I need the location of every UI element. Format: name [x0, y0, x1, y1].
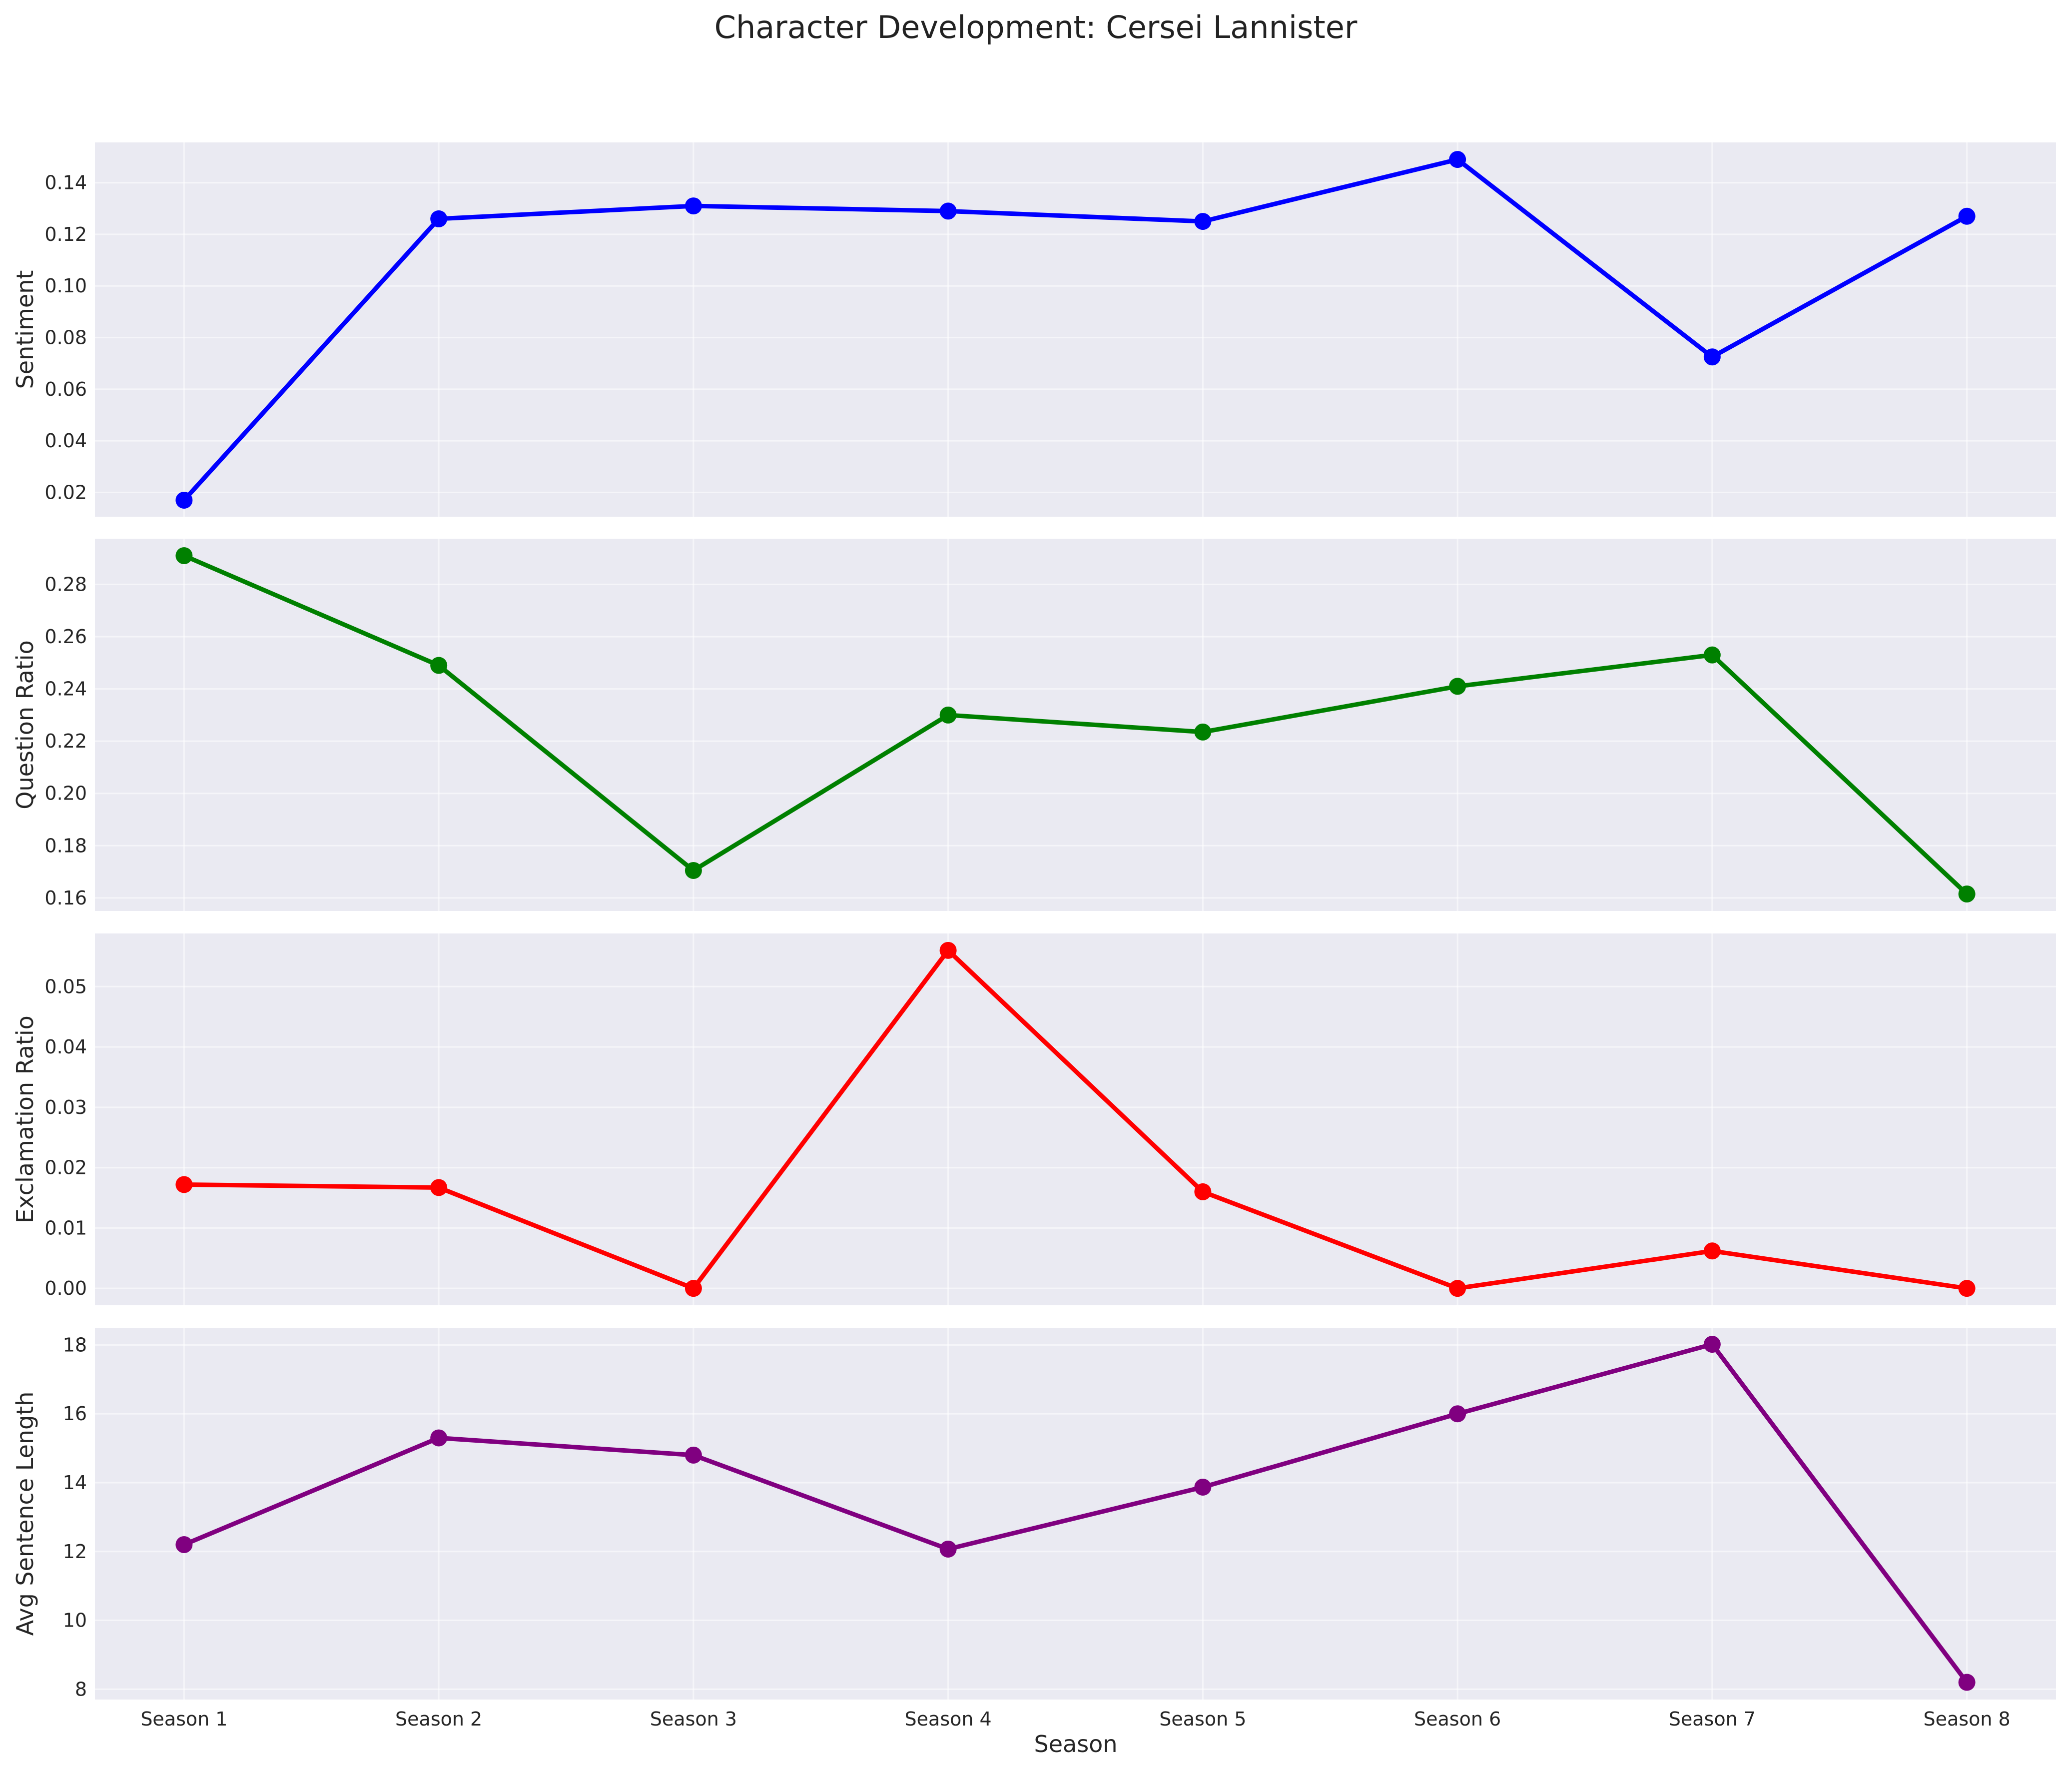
y-tick-label: 0.26 [44, 626, 87, 648]
y-tick-label: 10 [63, 1610, 87, 1632]
x-tick-label: Season 5 [1159, 1708, 1246, 1730]
data-point [175, 1536, 193, 1553]
data-point [430, 1179, 448, 1196]
data-point [939, 1540, 957, 1558]
data-point [430, 210, 448, 227]
y-tick-label: 12 [63, 1541, 87, 1563]
data-point [685, 1280, 702, 1297]
data-point [939, 941, 957, 959]
y-tick-label: 0.08 [44, 327, 87, 349]
series-line-sentiment [181, 157, 1970, 503]
data-point [939, 202, 957, 220]
data-point [1449, 151, 1466, 168]
panel-avg-sentence-length: 8 10 12 14 16 18 Avg Sentence Length [11, 1328, 2056, 1700]
y-tick-label: 0.16 [44, 887, 87, 909]
plot-area [95, 933, 2056, 1305]
data-point [685, 1446, 702, 1464]
y-tick-label: 14 [63, 1472, 87, 1494]
data-point [1958, 886, 1976, 903]
y-tick-label: 8 [75, 1678, 87, 1700]
y-tick-label: 0.18 [44, 835, 87, 857]
x-tick-label: Season 8 [1923, 1708, 2010, 1730]
data-point [1194, 1478, 1212, 1496]
y-tick-label: 0.05 [44, 975, 87, 997]
y-axis-label: Exclamation Ratio [11, 1015, 38, 1223]
y-tick-label: 0.01 [44, 1217, 87, 1239]
y-axis-label: Avg Sentence Length [11, 1392, 38, 1636]
y-axis-label: Question Ratio [11, 640, 38, 809]
data-point [430, 657, 448, 674]
y-tick-label: 16 [63, 1403, 87, 1425]
data-point [1449, 678, 1466, 695]
series-line-question-ratio [181, 553, 1970, 896]
plot-area [95, 142, 2056, 517]
y-tick-label: 0.00 [44, 1277, 87, 1299]
data-point [175, 1176, 193, 1193]
series-line-avg-sentence-length [181, 1342, 1970, 1685]
data-point [1958, 207, 1976, 225]
data-point [685, 862, 702, 879]
panel-exclamation-ratio: 0.00 0.01 0.02 0.03 0.04 0.05 Exclamation Rati… [11, 933, 2056, 1305]
data-point [939, 706, 957, 724]
panels-group: 0.02 0.04 0.06 0.08 0.10 0.12 0.14 Sentiment 0.1… [11, 142, 2056, 1700]
y-tick-label: 0.12 [44, 223, 87, 245]
y-tick-label: 0.14 [44, 172, 87, 194]
x-tick-label: Season 6 [1414, 1708, 1501, 1730]
data-point [1703, 1336, 1721, 1353]
x-axis-label: Season [1034, 1731, 1118, 1758]
y-tick-label: 0.04 [44, 1036, 87, 1058]
data-point [1194, 723, 1212, 741]
data-point [1194, 213, 1212, 230]
y-tick-label: 0.28 [44, 573, 87, 595]
x-tick-labels: Season 1 Season 2 Season 3 Season 4 Season 5… [140, 1708, 2010, 1730]
y-axis-label: Sentiment [11, 270, 38, 389]
data-point [1958, 1280, 1976, 1297]
x-tick-label: Season 4 [905, 1708, 992, 1730]
y-tick-label: 0.24 [44, 678, 87, 700]
data-point [1703, 646, 1721, 664]
y-tick-label: 0.02 [44, 481, 87, 503]
data-point [430, 1429, 448, 1447]
y-tick-label: 0.02 [44, 1157, 87, 1179]
y-tick-label: 0.04 [44, 430, 87, 452]
y-tick-label: 0.03 [44, 1096, 87, 1118]
y-tick-label: 0.20 [44, 783, 87, 805]
y-tick-label: 18 [63, 1334, 87, 1356]
data-point [1449, 1280, 1466, 1297]
data-point [175, 491, 193, 509]
y-tick-label: 0.22 [44, 730, 87, 752]
panel-question-ratio: 0.16 0.18 0.20 0.22 0.24 0.26 0.28 Question Rat… [11, 539, 2056, 911]
plot-area [95, 1328, 2056, 1700]
panel-sentiment: 0.02 0.04 0.06 0.08 0.10 0.12 0.14 Sentiment [11, 142, 2056, 517]
y-tick-label: 0.10 [44, 275, 87, 297]
x-tick-label: Season 1 [140, 1708, 227, 1730]
x-tick-label: Season 7 [1669, 1708, 1756, 1730]
x-tick-label: Season 3 [650, 1708, 737, 1730]
data-point [1958, 1674, 1976, 1691]
data-point [175, 547, 193, 564]
data-point [1703, 1242, 1721, 1260]
y-tick-label: 0.06 [44, 378, 87, 400]
data-point [1449, 1405, 1466, 1423]
chart-title: Character Development: Cersei Lannister [714, 9, 1358, 45]
x-tick-label: Season 2 [395, 1708, 482, 1730]
data-point [1703, 348, 1721, 366]
series-line-exclamation-ratio [181, 948, 1970, 1291]
data-point [1194, 1183, 1212, 1200]
data-point [685, 197, 702, 215]
